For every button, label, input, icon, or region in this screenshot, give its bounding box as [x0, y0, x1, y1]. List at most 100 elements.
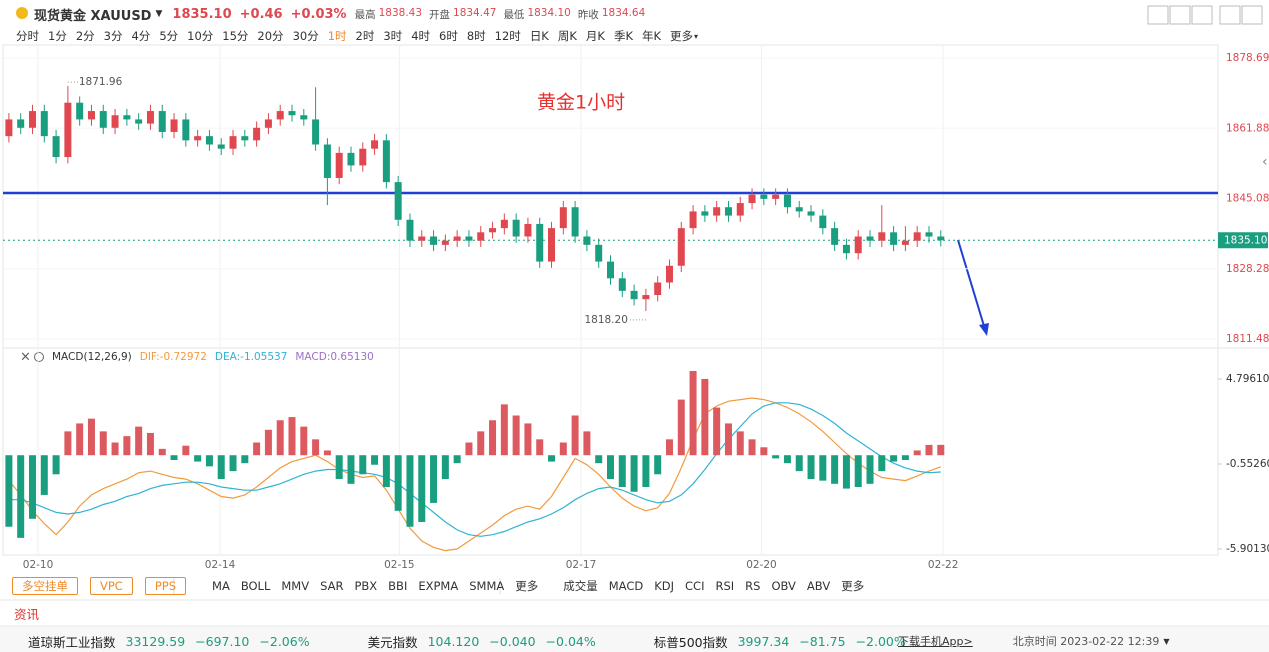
macd-bar — [382, 455, 390, 488]
timeframe[interactable]: 月K — [585, 29, 605, 43]
candle-body — [677, 228, 685, 266]
macd-bar — [618, 455, 626, 488]
macd-bar — [135, 426, 143, 456]
timeframe[interactable]: 2分 — [75, 29, 95, 43]
timeframe[interactable]: 3分 — [103, 29, 123, 43]
ticker-price: 104.120 — [427, 633, 480, 649]
candle-body — [40, 111, 48, 137]
timeframe[interactable]: 季K — [613, 29, 633, 43]
indicator-line — [8, 397, 942, 552]
timeframe[interactable]: 8时 — [466, 29, 486, 43]
macd-bar — [807, 455, 815, 480]
symbol[interactable]: 现货黄金 XAUUSD — [34, 8, 152, 24]
timeframe[interactable]: 10分 — [187, 29, 214, 43]
indicator[interactable]: MA — [212, 579, 230, 593]
candle-body — [913, 232, 921, 241]
y-tick-label: 1878.69 — [1226, 52, 1269, 64]
macd-bar — [87, 418, 95, 456]
timeframe[interactable]: 15分 — [222, 29, 249, 43]
candle-body — [512, 219, 520, 237]
timeframe[interactable]: 1时 — [327, 29, 347, 43]
tool-button[interactable] — [1241, 5, 1263, 25]
candle-body — [382, 140, 390, 183]
timeframe[interactable]: 3时 — [383, 29, 403, 43]
candle-body — [795, 207, 803, 212]
y-tick-label: 1845.08 — [1226, 193, 1269, 205]
tool-button[interactable] — [1169, 5, 1191, 25]
toolbar-button[interactable]: 多空挂单 — [12, 577, 78, 595]
stat-value: 1834.64 — [601, 6, 646, 19]
macd-bar — [831, 455, 839, 484]
timeframe[interactable]: 4时 — [411, 29, 431, 43]
dropdown-icon: ▾ — [694, 31, 699, 41]
close-icon[interactable]: × — [20, 350, 31, 365]
timeframe[interactable]: 6时 — [439, 29, 458, 43]
indicator[interactable]: EXPMA — [418, 579, 459, 593]
indicator[interactable]: BOLL — [240, 579, 271, 593]
candle-body — [772, 194, 780, 199]
indicator[interactable]: ABV — [806, 579, 831, 593]
timeframe[interactable]: 30分 — [292, 29, 319, 43]
news-tab[interactable]: 资讯 — [14, 607, 40, 622]
timeframe[interactable]: 年K — [642, 29, 662, 43]
download-link[interactable]: 下载手机App> — [898, 635, 973, 648]
tool-button[interactable] — [1147, 5, 1169, 25]
collapse-icon[interactable]: ‹ — [1262, 154, 1268, 170]
candle-body — [158, 111, 166, 132]
timeframe[interactable]: 4分 — [131, 29, 151, 43]
macd-bar — [394, 455, 402, 511]
indicator[interactable]: SAR — [320, 579, 344, 593]
indicator[interactable]: 更多 — [515, 579, 539, 593]
clock[interactable]: 北京时间 2023-02-22 12:39 — [1012, 635, 1160, 648]
indicator[interactable]: 成交量 — [563, 579, 598, 593]
indicator[interactable]: RSI — [715, 579, 735, 593]
candle-body — [194, 136, 202, 141]
x-tick-label: 02-14 — [205, 559, 236, 571]
tool-button[interactable] — [1191, 5, 1213, 25]
timeframe[interactable]: 2时 — [355, 29, 375, 43]
candle-body — [418, 236, 426, 241]
dropdown-icon[interactable]: ▼ — [155, 9, 163, 19]
candle-body — [724, 207, 732, 216]
macd-bar — [595, 455, 603, 464]
timeframe[interactable]: 1分 — [48, 29, 67, 43]
macd-bar — [17, 455, 25, 538]
y-tick-label: 1811.48 — [1226, 333, 1269, 345]
candle-body — [52, 136, 60, 158]
macd-bar — [890, 455, 898, 462]
macd-bar — [583, 431, 591, 456]
ticker-change: −697.10 — [195, 633, 250, 649]
indicator[interactable]: 更多 — [841, 579, 865, 593]
tool-button[interactable] — [1219, 5, 1241, 25]
dropdown-icon[interactable]: ▼ — [1163, 636, 1170, 646]
candle-body — [288, 111, 296, 116]
macd-bar — [901, 455, 909, 460]
indicator[interactable]: MMV — [281, 579, 310, 593]
indicator[interactable]: MACD — [608, 579, 644, 593]
timeframe[interactable]: 更多 — [670, 29, 694, 43]
legend-entry: MACD:0.65130 — [295, 351, 373, 363]
indicator[interactable]: OBV — [771, 579, 796, 593]
macd-bar — [559, 442, 567, 456]
tool-icons[interactable] — [1147, 5, 1263, 25]
macd-bar — [500, 404, 508, 456]
toolbar-button[interactable]: PPS — [144, 577, 187, 595]
candle-body — [630, 290, 638, 300]
timeframe[interactable]: 日K — [529, 29, 549, 43]
toolbar-button[interactable]: VPC — [90, 577, 133, 595]
macd-bar — [418, 455, 426, 522]
indicator[interactable]: SMMA — [469, 579, 505, 593]
settings-icon[interactable] — [34, 352, 44, 362]
timeframe[interactable]: 12时 — [494, 29, 521, 43]
indicator[interactable]: BBI — [388, 579, 408, 593]
indicator[interactable]: PBX — [354, 579, 378, 593]
indicator[interactable]: RS — [745, 579, 761, 593]
timeframe[interactable]: 分时 — [16, 29, 39, 43]
candle-body — [783, 194, 791, 208]
indicator[interactable]: CCI — [685, 579, 705, 593]
timeframe[interactable]: 5分 — [159, 29, 179, 43]
indicator[interactable]: KDJ — [654, 579, 675, 593]
timeframe[interactable]: 周K — [557, 29, 577, 43]
macd-bar — [300, 426, 308, 456]
timeframe[interactable]: 20分 — [257, 29, 284, 43]
